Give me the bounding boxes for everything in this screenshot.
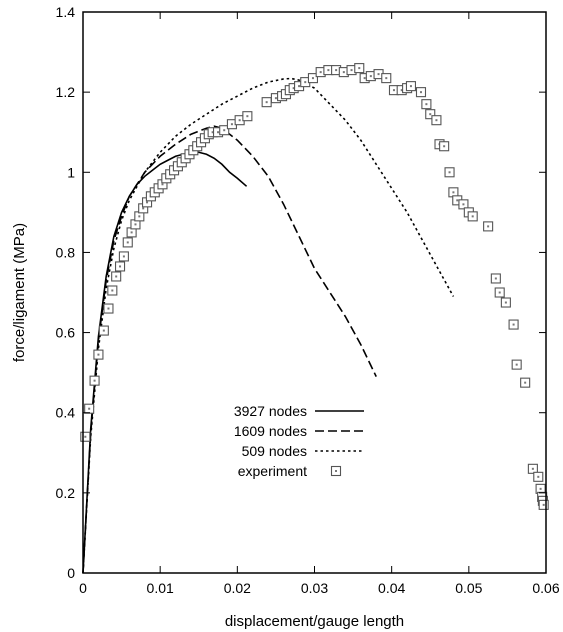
- experiment-point-center: [504, 301, 507, 304]
- y-tick-label: 0: [67, 565, 75, 581]
- tick-layer: 0 0.01 0.02 0.03 0.04 0.05 0.06 0 0.2 0.4 0.6 0.8 1 1…: [56, 4, 560, 596]
- x-tick-label: 0.02: [224, 580, 251, 596]
- experiment-point-center: [292, 87, 295, 90]
- y-tick-label: 0.8: [56, 244, 76, 260]
- experiment-point-center: [539, 487, 542, 490]
- legend-marker-center: [335, 470, 337, 472]
- experiment-point-center: [274, 97, 277, 100]
- experiment-point-center: [425, 103, 428, 106]
- experiment-point-center: [327, 69, 330, 72]
- experiment-point-center: [498, 291, 501, 294]
- experiment-point-center: [400, 89, 403, 92]
- experiment-point-center: [134, 223, 137, 226]
- experiment-point-center: [342, 71, 345, 74]
- y-axis-title: force/ligament (MPa): [11, 223, 28, 362]
- experiment-point-center: [107, 307, 110, 310]
- experiment-point-center: [130, 231, 133, 234]
- experiment-point-center: [350, 69, 353, 72]
- experiment-point-center: [471, 215, 474, 218]
- experiment-point-center: [443, 145, 446, 148]
- legend-label: 1609 nodes: [234, 423, 307, 439]
- experiment-point-center: [217, 131, 220, 134]
- experiment-point-center: [456, 199, 459, 202]
- experiment-point-center: [409, 85, 412, 88]
- y-tick-label: 1.2: [56, 84, 76, 100]
- experiment-point-center: [223, 129, 226, 132]
- experiment-point-center: [542, 503, 545, 506]
- x-tick-label: 0.05: [455, 580, 482, 596]
- series-layer: [80, 63, 549, 574]
- experiment-point-center: [126, 241, 129, 244]
- x-tick-label: 0.06: [532, 580, 559, 596]
- experiment-point-center: [462, 203, 465, 206]
- experiment-point-center: [102, 329, 105, 332]
- x-tick-label: 0.04: [378, 580, 405, 596]
- y-tick-label: 0.6: [56, 325, 76, 341]
- experiment-point-center: [358, 67, 361, 70]
- series-line-dotted: [82, 77, 455, 574]
- experiment-point-center: [537, 475, 540, 478]
- experiment-point-center: [230, 123, 233, 126]
- experiment-point-center: [304, 81, 307, 84]
- experiment-point-center: [119, 265, 122, 268]
- experiment-point-center: [84, 435, 87, 438]
- experiment-point-center: [335, 69, 338, 72]
- experiment-point-center: [211, 131, 214, 134]
- experiment-point-center: [515, 363, 518, 366]
- experiment-point-center: [369, 75, 372, 78]
- legend-label: 509 nodes: [242, 443, 307, 459]
- series-line-solid: [82, 151, 248, 574]
- x-axis-title: displacement/gauge length: [225, 613, 404, 630]
- legend: 3927 nodes 1609 nodes 509 nodes experiment: [234, 403, 364, 479]
- experiment-point-center: [146, 201, 149, 204]
- experiment-point-center: [97, 353, 100, 356]
- experiment-point-center: [392, 89, 395, 92]
- y-tick-label: 0.2: [56, 485, 76, 501]
- experiment-point-center: [435, 119, 438, 122]
- y-tick-label: 0.4: [56, 405, 76, 421]
- experiment-point-center: [93, 379, 96, 382]
- experiment-point-center: [111, 289, 114, 292]
- experiment-point-center: [115, 275, 118, 278]
- experiment-point-center: [319, 71, 322, 74]
- x-tick-label: 0.01: [147, 580, 174, 596]
- experiment-point-center: [363, 77, 366, 80]
- series-line-dashed: [82, 125, 377, 574]
- experiment-point-center: [385, 77, 388, 80]
- y-tick-label: 1: [67, 164, 75, 180]
- experiment-point-center: [377, 73, 380, 76]
- experiment-point-center: [142, 207, 145, 210]
- experiment-point-center: [88, 407, 91, 410]
- experiment-point-center: [452, 191, 455, 194]
- legend-label: experiment: [238, 463, 307, 479]
- experiment-point-center: [161, 183, 164, 186]
- x-tick-label: 0.03: [301, 580, 328, 596]
- experiment-point-center: [122, 255, 125, 258]
- experiment-point-center: [531, 467, 534, 470]
- experiment-point-center: [419, 91, 422, 94]
- experiment-point-center: [448, 171, 451, 174]
- experiment-point-center: [311, 77, 314, 80]
- x-tick-label: 0: [79, 580, 87, 596]
- experiment-point-center: [138, 215, 141, 218]
- y-tick-label: 1.4: [56, 4, 76, 20]
- plot-frame: [82, 11, 547, 574]
- experiment-point-center: [298, 85, 301, 88]
- experiment-point-center: [429, 113, 432, 116]
- experiment-point-center: [487, 225, 490, 228]
- experiment-point-center: [524, 381, 527, 384]
- experiment-point-center: [494, 277, 497, 280]
- experiment-point-center: [265, 101, 268, 104]
- legend-label: 3927 nodes: [234, 403, 307, 419]
- experiment-point-center: [238, 119, 241, 122]
- experiment-point-center: [512, 323, 515, 326]
- experiment-point-center: [246, 115, 249, 118]
